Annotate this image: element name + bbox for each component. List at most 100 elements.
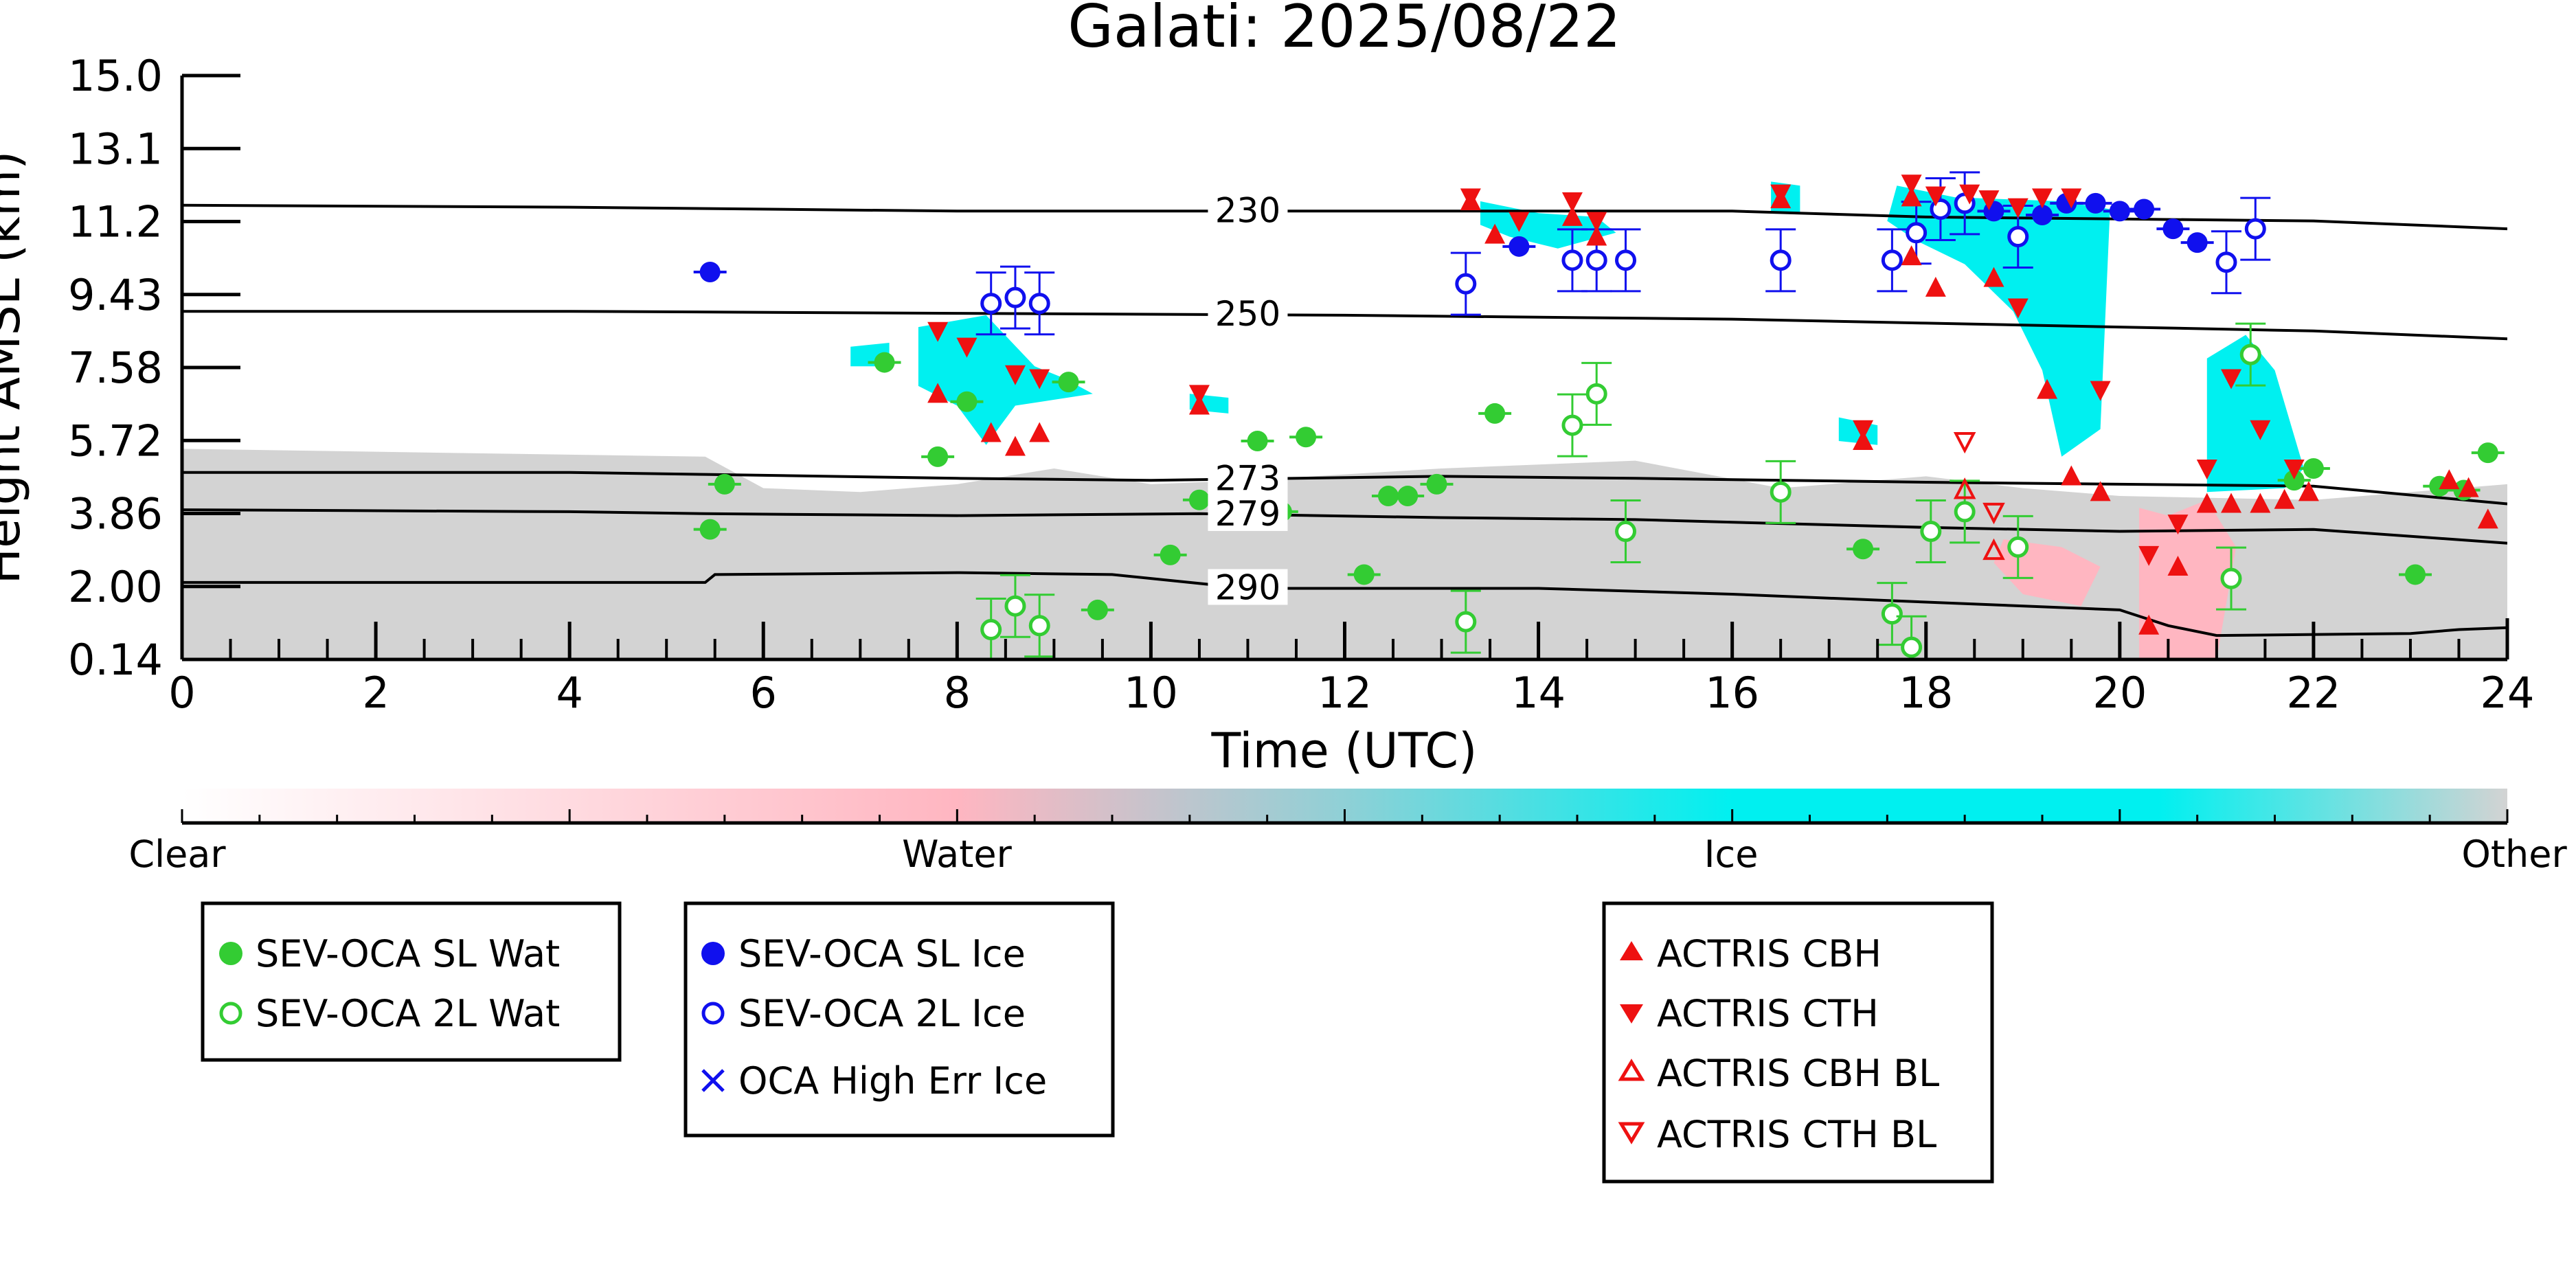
isotherm-label-250: 250	[1215, 294, 1280, 334]
legend-label-actris-cth-bl: ACTRIS CTH BL	[1657, 1113, 1936, 1156]
isotherm-label-290: 290	[1215, 567, 1280, 607]
point-sev-oca-sl-ice	[2085, 192, 2106, 214]
x-tick-label: 20	[2092, 668, 2147, 718]
point-actris-cbh	[1925, 276, 1946, 297]
point-actris-cbh	[1901, 186, 1922, 207]
legend-actris: ACTRIS CBH ACTRIS CTH ACTRIS CBH BL ACTR…	[1602, 901, 1994, 1184]
legend-box	[201, 901, 622, 1062]
point-actris-cbh	[980, 422, 1002, 442]
legend-label-2l-ice: SEV-OCA 2L Ice	[738, 992, 1026, 1035]
legend-label-high-err-ice: OCA High Err Ice	[738, 1059, 1047, 1103]
point-actris-cth	[2061, 188, 2082, 209]
region-water	[2139, 499, 2237, 659]
point-actris-cbh	[2250, 493, 2271, 513]
point-actris-cbh	[1586, 225, 1607, 246]
point-actris-cbh	[2196, 493, 2217, 513]
point-sev-oca-sl-wat	[1484, 403, 1506, 424]
point-sev-oca-sl-ice	[2109, 201, 2130, 222]
point-sev-oca-2l-wat	[1954, 501, 1976, 523]
legend-marker-actris-cth-bl	[1618, 1122, 1645, 1144]
point-sev-oca-2l-wat	[1920, 521, 1942, 543]
point-sev-oca-2l-wat	[1615, 521, 1637, 543]
point-actris-cth	[1853, 420, 1874, 440]
point-sev-oca-2l-wat	[1881, 603, 1903, 625]
colorbar-label-clear: Clear	[128, 833, 226, 876]
isotherm-label-bg	[1208, 569, 1288, 605]
legend-marker-2l-ice	[701, 1002, 725, 1025]
legend-label-actris-cth: ACTRIS CTH	[1657, 992, 1879, 1035]
point-actris-cbh	[2458, 477, 2479, 497]
point-actris-cbh	[2138, 614, 2160, 635]
point-sev-oca-sl-wat	[714, 473, 735, 495]
plot-area	[182, 171, 2507, 659]
colorbar-label-other: Other	[2461, 833, 2567, 876]
point-actris-cbh-bl	[1982, 538, 2005, 561]
point-actris-cth-bl	[1982, 502, 2005, 525]
point-sev-oca-sl-wat	[1087, 599, 1108, 620]
point-actris-cth	[1509, 212, 1530, 232]
point-sev-oca-sl-wat	[1058, 372, 1079, 393]
point-sev-oca-2l-ice	[1906, 222, 1928, 244]
point-actris-cbh	[2221, 493, 2242, 513]
isotherm-label-bg	[1208, 295, 1288, 332]
legend-label-sl-water: SEV-OCA SL Wat	[256, 932, 560, 975]
point-sev-oca-2l-ice	[1004, 286, 1026, 308]
y-tick-label: 7.58	[68, 343, 163, 393]
point-sev-oca-2l-ice	[1561, 249, 1583, 271]
y-tick-label: 15.0	[68, 51, 163, 101]
point-sev-oca-sl-wat	[1353, 564, 1375, 585]
point-actris-cth-bl	[1953, 431, 1976, 454]
point-actris-cbh	[1484, 223, 1506, 244]
point-sev-oca-2l-wat	[1585, 383, 1607, 405]
point-sev-oca-2l-ice	[2215, 251, 2237, 273]
legend-label-actris-cbh: ACTRIS CBH	[1657, 932, 1882, 975]
point-actris-cth	[1188, 385, 1210, 405]
point-actris-cth	[1925, 186, 1946, 207]
point-actris-cbh	[2274, 488, 2295, 509]
y-tick-label: 9.43	[68, 270, 163, 320]
point-actris-cth	[927, 321, 949, 342]
point-actris-cth	[2090, 381, 2111, 401]
point-actris-cth	[2138, 545, 2160, 566]
point-sev-oca-sl-wat	[699, 519, 721, 540]
x-tick-label: 14	[1511, 668, 1566, 718]
x-tick-label: 24	[2481, 668, 2535, 718]
point-actris-cbh	[1029, 422, 1050, 442]
colorbar: Clear Water Ice Other	[128, 789, 2567, 876]
x-tick-label: 22	[2286, 668, 2340, 718]
point-sev-oca-2l-ice	[1585, 249, 1607, 271]
legend-marker-sl-water	[219, 942, 242, 965]
point-actris-cth	[1586, 212, 1607, 232]
legend-marker-actris-cbh-bl	[1618, 1059, 1645, 1081]
region-other	[182, 449, 2507, 659]
point-actris-cbh	[2298, 481, 2319, 501]
isotherm-line-279	[182, 508, 2507, 545]
point-sev-oca-sl-wat	[1296, 427, 1317, 448]
point-sev-oca-2l-wat	[1561, 414, 1583, 436]
point-actris-cbh	[2061, 465, 2082, 486]
point-actris-cbh	[2037, 379, 2058, 399]
legend-marker-actris-cbh	[1620, 941, 1643, 960]
point-actris-cth	[2167, 515, 2189, 535]
point-sev-oca-sl-wat	[1377, 486, 1399, 507]
point-actris-cth	[1029, 369, 1050, 389]
point-sev-oca-sl-ice	[2032, 205, 2053, 226]
legend-marker-actris-cth	[1620, 1004, 1643, 1024]
point-actris-cbh	[1561, 205, 1583, 226]
point-sev-oca-2l-wat	[980, 619, 1002, 641]
point-sev-oca-sl-wat	[874, 352, 895, 373]
point-actris-cth	[2007, 198, 2029, 218]
point-actris-cbh	[1901, 245, 1922, 266]
legend-marker-sl-ice	[701, 942, 725, 965]
point-actris-cbh-bl	[1953, 477, 1976, 499]
point-sev-oca-2l-ice	[2244, 218, 2266, 240]
point-sev-oca-2l-wat	[1770, 481, 1792, 503]
legend-water: SEV-OCA SL Wat SEV-OCA 2L Wat	[201, 901, 622, 1062]
point-sev-oca-sl-ice	[2187, 232, 2208, 253]
point-actris-cbh	[2439, 469, 2460, 490]
point-sev-oca-sl-wat	[927, 446, 949, 467]
point-actris-cbh	[2477, 508, 2498, 529]
legend-marker-high-err-ice	[701, 1069, 725, 1092]
